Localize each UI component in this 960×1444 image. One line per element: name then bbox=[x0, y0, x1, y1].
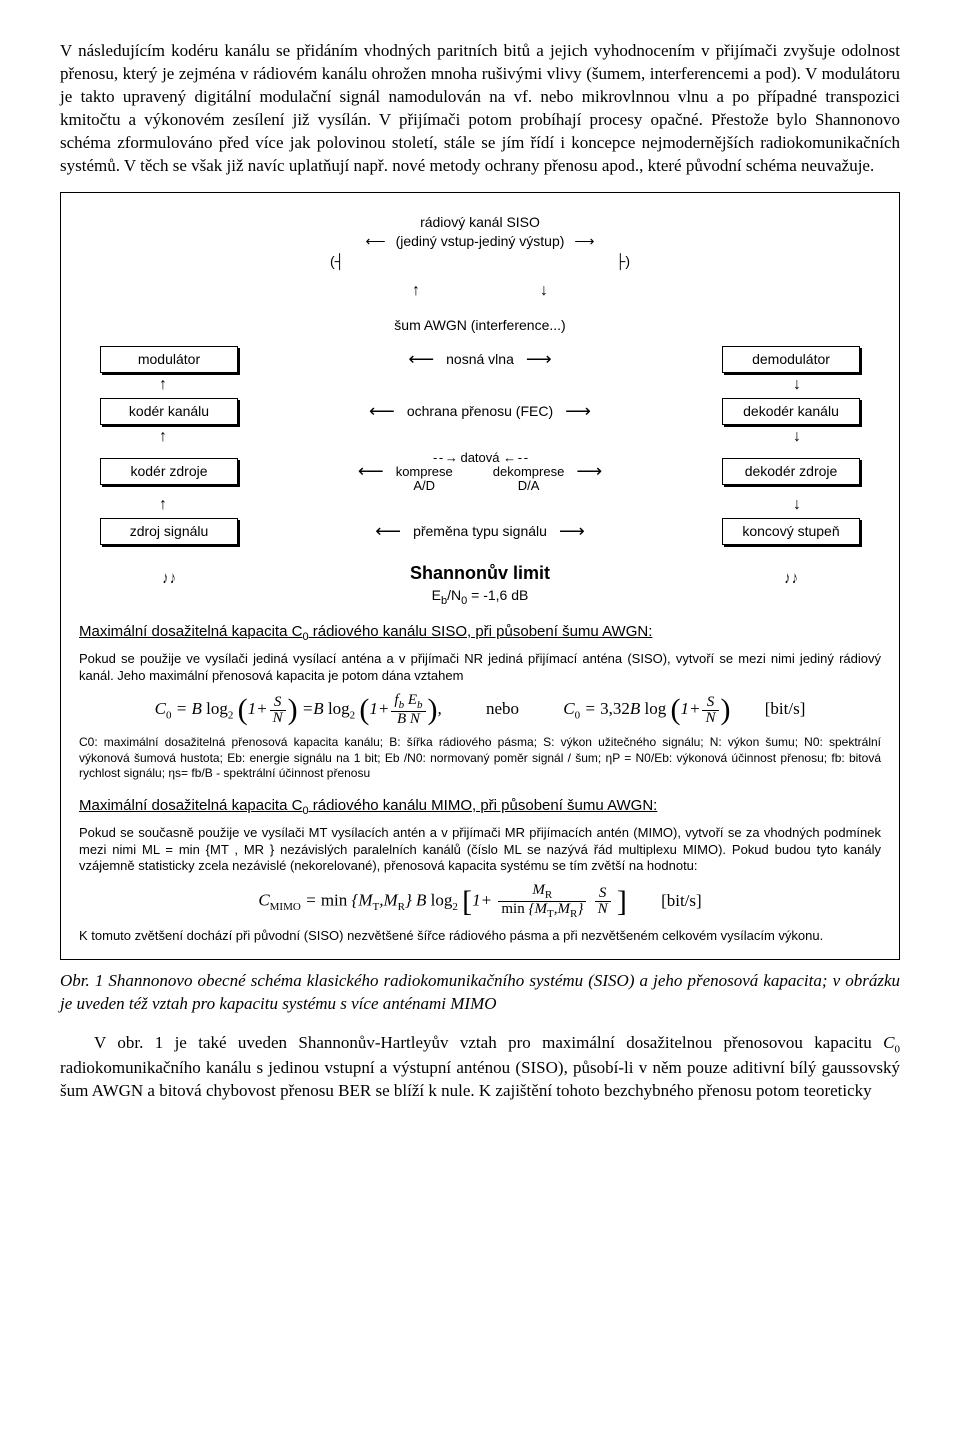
music-note-icon: ♪ bbox=[792, 568, 798, 592]
tx-antenna-icon: (┤ bbox=[330, 252, 345, 271]
da-label: D/A bbox=[493, 479, 565, 493]
siso-label-1: rádiový kanál SISO bbox=[396, 213, 565, 232]
arrow-icon: ⟵ bbox=[365, 402, 399, 420]
mid-label-premena: přeměna typu signálu bbox=[413, 522, 547, 541]
block-source-decoder: dekodér zdroje bbox=[722, 458, 860, 485]
siso-label-2: (jediný vstup-jediný výstup) bbox=[396, 232, 565, 251]
mimo-text-2: K tomuto zvětšení dochází při původní (S… bbox=[79, 928, 881, 945]
siso-formula: C0 = B log2 (1+SN) =B log2 (1+fb EbB N),… bbox=[79, 693, 881, 727]
arrow-left-top: ⟵ bbox=[365, 232, 385, 251]
siso-text-1: Pokud se použije ve vysílači jediná vysí… bbox=[79, 651, 881, 685]
last-paragraph: V obr. 1 je také uveden Shannonův-Hartle… bbox=[60, 1032, 900, 1103]
shannon-diagram: ⟵ rádiový kanál SISO (jediný vstup-jedin… bbox=[79, 213, 881, 609]
arrow-icon: ⟶ bbox=[572, 462, 606, 480]
music-note-icon: ♪ bbox=[170, 568, 176, 592]
diagram-row-source-coder: kodér zdroje ⟵ - - → datová ← - - kompre… bbox=[79, 449, 881, 493]
mimo-heading: Maximální dosažitelná kapacita C0 rádiov… bbox=[79, 796, 881, 819]
mid-label-nosna: nosná vlna bbox=[446, 350, 514, 369]
diagram-row-modulator: modulátor ⟵ nosná vlna ⟶ demodulátor bbox=[79, 345, 881, 373]
arrow-icon: ⟵ bbox=[371, 522, 405, 540]
dekomprese-label: dekomprese bbox=[493, 465, 565, 479]
block-signal-source: zdroj signálu bbox=[100, 518, 238, 545]
shannon-limit-title: Shannonův limit bbox=[410, 561, 550, 585]
siso-text-2: C0: maximální dosažitelná přenosová kapa… bbox=[79, 735, 881, 782]
block-channel-decoder: dekodér kanálu bbox=[722, 398, 860, 425]
diagram-row-signal-source: zdroj signálu ⟵ přeměna typu signálu ⟶ k… bbox=[79, 517, 881, 545]
arrow-icon: ⟵ bbox=[404, 350, 438, 368]
block-source-coder: kodér zdroje bbox=[100, 458, 238, 485]
block-modulator: modulátor bbox=[100, 346, 238, 373]
noise-row: ↑↓ bbox=[79, 277, 881, 305]
intro-paragraph: V následujícím kodéru kanálu se přidáním… bbox=[60, 40, 900, 178]
figure-caption: Obr. 1 Shannonovo obecné schéma klasické… bbox=[60, 970, 900, 1016]
channel-label-row: ⟵ rádiový kanál SISO (jediný vstup-jedin… bbox=[79, 213, 881, 272]
arrow-icon: ⟵ bbox=[354, 462, 388, 480]
arrow-icon: ⟶ bbox=[561, 402, 595, 420]
block-demodulator: demodulátor bbox=[722, 346, 860, 373]
komprese-label: komprese bbox=[396, 465, 453, 479]
arrow-right-top: ⟶ bbox=[574, 232, 594, 251]
figure-box: ⟵ rádiový kanál SISO (jediný vstup-jedin… bbox=[60, 192, 900, 961]
mid-label-fec: ochrana přenosu (FEC) bbox=[407, 402, 553, 421]
block-final-stage: koncový stupeň bbox=[722, 518, 860, 545]
ad-label: A/D bbox=[396, 479, 453, 493]
music-note-icon: ♪ bbox=[163, 568, 169, 592]
block-channel-coder: kodér kanálu bbox=[100, 398, 238, 425]
mimo-text-1: Pokud se současně použije ve vysílači MT… bbox=[79, 825, 881, 876]
shannon-limit-value: Eb/N0 = -1,6 dB bbox=[432, 586, 529, 609]
diagram-row-channel-coder: kodér kanálu ⟵ ochrana přenosu (FEC) ⟶ d… bbox=[79, 397, 881, 425]
noise-label: šum AWGN (interference...) bbox=[394, 316, 565, 335]
siso-heading: Maximální dosažitelná kapacita C0 rádiov… bbox=[79, 622, 881, 645]
arrow-icon: ⟶ bbox=[555, 522, 589, 540]
rx-antenna-icon: ├) bbox=[615, 252, 630, 271]
mimo-formula: CMIMO = min {MT,MR} B log2 [1+ MRmin {MT… bbox=[79, 883, 881, 920]
notes-row: ♪♪ Shannonův limit Eb/N0 = -1,6 dB ♪♪ bbox=[79, 551, 881, 608]
music-note-icon: ♪ bbox=[785, 568, 791, 592]
arrow-icon: ⟶ bbox=[522, 350, 556, 368]
